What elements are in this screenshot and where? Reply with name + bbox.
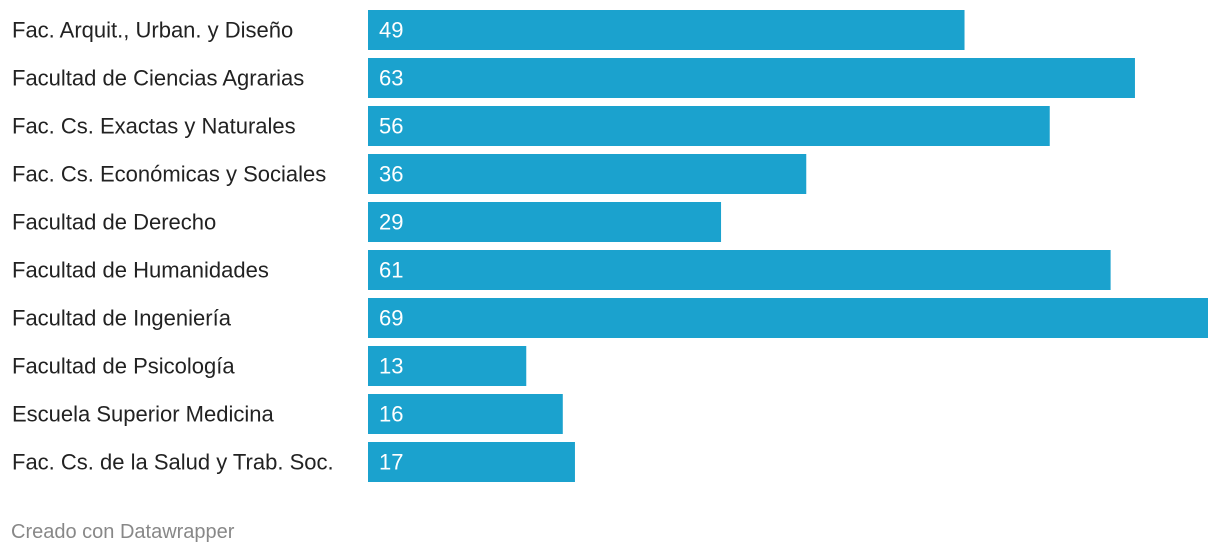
bar-row: Facultad de Derecho 29 <box>12 202 722 242</box>
value-label: 13 <box>379 354 403 379</box>
bar[interactable] <box>368 442 575 482</box>
category-label: Fac. Cs. Exactas y Naturales <box>12 114 296 139</box>
value-label: 29 <box>379 210 403 235</box>
bar[interactable] <box>368 346 527 386</box>
bar[interactable] <box>368 106 1050 146</box>
category-label: Fac. Cs. Económicas y Sociales <box>12 162 326 187</box>
category-label: Facultad de Humanidades <box>12 258 269 283</box>
category-label: Facultad de Ciencias Agrarias <box>12 66 304 91</box>
bar[interactable] <box>368 10 965 50</box>
bar[interactable] <box>368 58 1135 98</box>
value-label: 16 <box>379 402 403 427</box>
category-label: Facultad de Ingeniería <box>12 306 232 331</box>
category-label: Fac. Cs. de la Salud y Trab. Soc. <box>12 450 334 475</box>
bar[interactable] <box>368 154 807 194</box>
value-label: 56 <box>379 114 403 139</box>
bar[interactable] <box>368 394 563 434</box>
bar-row: Facultad de Psicología 13 <box>12 346 527 386</box>
value-label: 49 <box>379 18 403 43</box>
value-label: 69 <box>379 306 403 331</box>
footer-credit[interactable]: Creado con Datawrapper <box>11 521 235 543</box>
bar-row: Facultad de Ingeniería 69 <box>12 298 1208 338</box>
category-label: Facultad de Psicología <box>12 354 235 379</box>
bar-row: Escuela Superior Medicina 16 <box>12 394 563 434</box>
bar-row: Fac. Cs. Exactas y Naturales 56 <box>12 106 1050 146</box>
bar[interactable] <box>368 202 722 242</box>
value-label: 61 <box>379 258 403 283</box>
bar-row: Facultad de Humanidades 61 <box>12 250 1111 290</box>
value-label: 17 <box>379 450 403 475</box>
category-label: Fac. Arquit., Urban. y Diseño <box>12 18 293 43</box>
value-label: 63 <box>379 66 403 91</box>
bar[interactable] <box>368 250 1111 290</box>
bar-row: Fac. Cs. de la Salud y Trab. Soc. 17 <box>12 442 575 482</box>
category-label: Escuela Superior Medicina <box>12 402 274 427</box>
bar-row: Fac. Arquit., Urban. y Diseño 49 <box>12 10 965 50</box>
bar-row: Fac. Cs. Económicas y Sociales 36 <box>12 154 807 194</box>
bar-chart: Fac. Arquit., Urban. y Diseño 49 Facultad … <box>12 10 1208 482</box>
bar[interactable] <box>368 298 1208 338</box>
value-label: 36 <box>379 162 403 187</box>
category-label: Facultad de Derecho <box>12 210 216 235</box>
bar-row: Facultad de Ciencias Agrarias 63 <box>12 58 1135 98</box>
